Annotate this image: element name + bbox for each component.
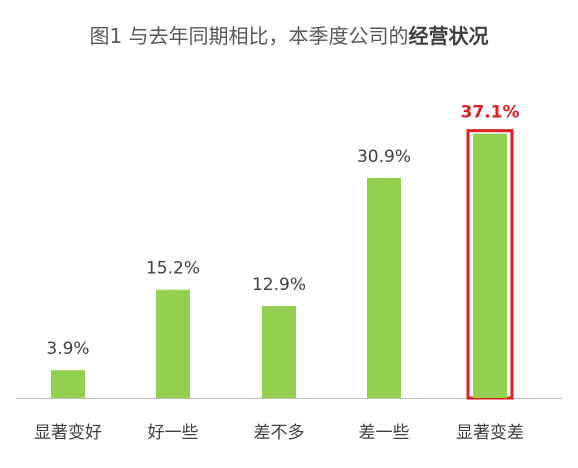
category-label-1: 显著变好 bbox=[34, 423, 102, 443]
category-label-5: 显著变差 bbox=[456, 423, 524, 443]
data-label-5: 37.1% bbox=[461, 103, 520, 123]
category-label-3: 差不多 bbox=[254, 423, 305, 443]
chart-title-emphasis: 经营状况 bbox=[408, 24, 489, 48]
bar-4 bbox=[367, 177, 401, 398]
chart-title: 图1 与去年同期相比，本季度公司的经营状况 bbox=[0, 20, 578, 49]
data-label-1: 3.9% bbox=[46, 339, 89, 359]
category-label-4: 差一些 bbox=[359, 423, 410, 443]
data-label-3: 12.9% bbox=[252, 275, 306, 295]
bar-5 bbox=[473, 133, 507, 398]
bar-2 bbox=[156, 289, 190, 398]
bar-1 bbox=[51, 370, 85, 398]
data-label-4: 30.9% bbox=[357, 147, 411, 167]
chart-title-prefix: 图1 与去年同期相比，本季度公司的 bbox=[89, 24, 409, 48]
bar-3 bbox=[262, 306, 296, 398]
data-label-2: 15.2% bbox=[146, 259, 200, 279]
category-label-2: 好一些 bbox=[148, 423, 199, 443]
